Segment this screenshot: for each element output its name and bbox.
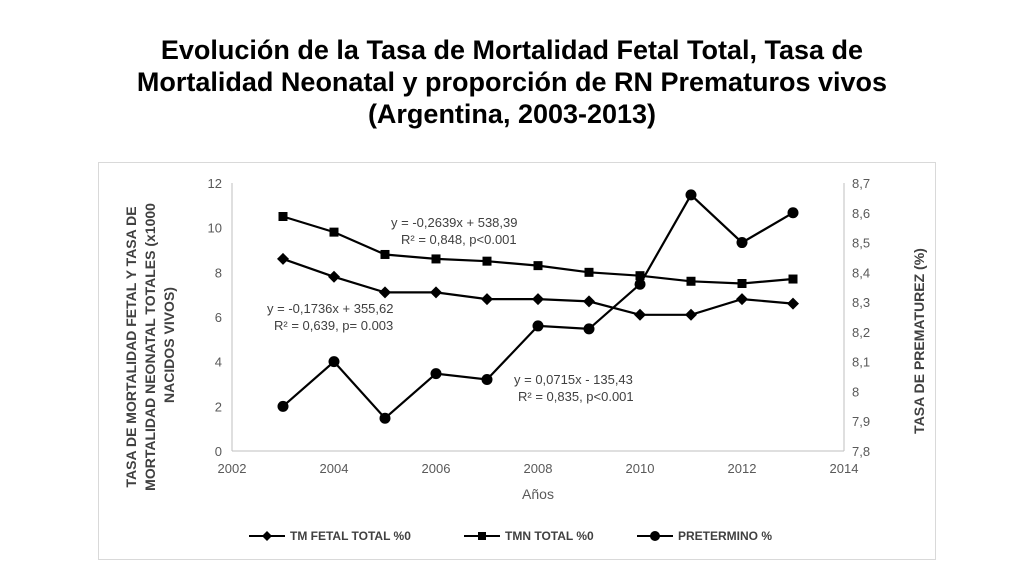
- left-tick-label: 10: [208, 221, 222, 236]
- data-point-square: [686, 276, 696, 286]
- data-point-square: [482, 256, 492, 266]
- legend-label-pretermino: PRETERMINO %: [678, 529, 772, 543]
- right-tick-label: 7,9: [852, 414, 870, 429]
- legend-item-pretermino: PRETERMINO %: [637, 529, 772, 543]
- trend-annotation-fetal: y = -0,1736x + 355,62 R² = 0,639, p= 0.0…: [267, 301, 397, 333]
- data-point-square: [584, 267, 594, 277]
- left-tick-labels: 0 2 4 6 8 10 12: [208, 176, 222, 459]
- right-tick-label: 8,5: [852, 236, 870, 251]
- left-tick-label: 6: [215, 310, 222, 325]
- right-tick-labels: 7,8 7,9 8 8,1 8,2 8,3 8,4 8,5 8,6 8,7: [852, 176, 870, 459]
- right-axis-title: TASA DE PREMATUREZ (%): [911, 248, 927, 434]
- left-tick-label: 12: [208, 176, 222, 191]
- trend-annotation-fetal-r2: R² = 0,639, p= 0.003: [274, 318, 393, 333]
- data-point-diamond: [685, 308, 697, 321]
- trend-annotation-pretermino: y = 0,0715x - 135,43 R² = 0,835, p<0.001: [514, 372, 637, 404]
- trend-annotation-tmn: y = -0,2639x + 538,39 R² = 0,848, p<0.00…: [391, 215, 521, 247]
- series-layer: [277, 189, 799, 424]
- title-line-1: Evolución de la Tasa de Mortalidad Fetal…: [160, 35, 864, 65]
- legend-item-tmn: TMN TOTAL %0: [464, 529, 594, 543]
- data-point-circle: [328, 356, 340, 368]
- right-tick-label: 8: [852, 384, 859, 399]
- title-line-3: (Argentina, 2003-2013): [367, 99, 657, 129]
- left-axis-title: TASA DE MORTALIDAD FETAL Y TASA DE MORTA…: [123, 199, 177, 491]
- series-3: [277, 189, 799, 424]
- right-tick-label: 8,4: [852, 265, 870, 280]
- right-tick-label: 7,8: [852, 444, 870, 459]
- chart-svg: 0 2 4 6 8 10 12 7,8 7,9 8 8,1 8,2 8,3 8,4 8,5 8,6 8,7 2…: [123, 176, 927, 543]
- data-point-square: [635, 271, 645, 281]
- data-point-circle: [634, 278, 646, 290]
- data-point-diamond: [328, 270, 340, 283]
- left-tick-label: 4: [215, 355, 222, 370]
- left-tick-label: 2: [215, 399, 222, 414]
- data-point-square: [431, 254, 441, 264]
- right-tick-label: 8,7: [852, 176, 870, 191]
- right-tick-label: 8,6: [852, 206, 870, 221]
- data-point-circle: [736, 237, 748, 249]
- left-tick-label: 8: [215, 265, 222, 280]
- legend-marker-square: [478, 532, 486, 540]
- trend-annotation-pretermino-r2: R² = 0,835, p<0.001: [518, 389, 634, 404]
- x-tick-labels: 2002 2004 2006 2008 2010 2012 2014: [218, 461, 859, 476]
- data-point-circle: [685, 189, 697, 201]
- data-point-diamond: [736, 293, 748, 306]
- legend-item-fetal: TM FETAL TOTAL %0: [249, 529, 411, 543]
- x-tick-label: 2008: [524, 461, 553, 476]
- data-point-diamond: [379, 286, 391, 299]
- data-point-square: [737, 279, 747, 288]
- data-point-diamond: [532, 293, 544, 306]
- series-line: [282, 215, 794, 285]
- data-point-circle: [430, 368, 442, 380]
- legend-label-fetal: TM FETAL TOTAL %0: [290, 529, 411, 543]
- x-tick-label: 2006: [422, 461, 451, 476]
- left-axis-title-line-1: TASA DE MORTALIDAD FETAL Y TASA DE: [123, 206, 139, 487]
- data-point-circle: [379, 412, 391, 424]
- right-tick-label: 8,3: [852, 295, 870, 310]
- left-axis-title-line-2: MORTALIDAD NEONATAL TOTALES (x1000: [142, 203, 158, 491]
- x-tick-label: 2002: [218, 461, 247, 476]
- series-2: [278, 212, 798, 288]
- x-tick-label: 2010: [626, 461, 655, 476]
- title-line-2: Mortalidad Neonatal y proporción de RN P…: [136, 67, 888, 97]
- data-point-circle: [277, 400, 289, 412]
- legend-label-tmn: TMN TOTAL %0: [505, 529, 594, 543]
- data-point-diamond: [277, 252, 289, 265]
- legend-marker-diamond: [262, 531, 272, 541]
- data-point-circle: [481, 374, 493, 386]
- data-point-square: [380, 249, 390, 259]
- left-axis-title-line-3: NACIDOS VIVOS): [161, 287, 177, 403]
- x-tick-label: 2014: [830, 461, 859, 476]
- right-tick-label: 8,2: [852, 325, 870, 340]
- data-point-square: [533, 261, 543, 271]
- x-axis-title: Años: [522, 486, 554, 502]
- x-tick-label: 2012: [728, 461, 757, 476]
- data-point-square: [788, 274, 798, 284]
- data-point-square: [329, 227, 339, 237]
- trend-annotation-fetal-eq: y = -0,1736x + 355,62: [267, 301, 393, 316]
- trend-annotation-tmn-r2: R² = 0,848, p<0.001: [401, 232, 517, 247]
- left-tick-label: 0: [215, 444, 222, 459]
- data-point-diamond: [787, 297, 799, 310]
- data-point-diamond: [430, 286, 442, 299]
- slide-title: Evolución de la Tasa de Mortalidad Fetal…: [40, 34, 984, 130]
- data-point-circle: [583, 323, 595, 335]
- right-tick-label: 8,1: [852, 355, 870, 370]
- data-point-circle: [787, 207, 799, 219]
- legend: TM FETAL TOTAL %0 TMN TOTAL %0 PRETERMIN…: [249, 529, 772, 543]
- trend-annotation-tmn-eq: y = -0,2639x + 538,39: [391, 215, 517, 230]
- data-point-circle: [532, 320, 544, 332]
- trend-annotation-pretermino-eq: y = 0,0715x - 135,43: [514, 372, 633, 387]
- data-point-diamond: [634, 308, 646, 321]
- data-point-diamond: [583, 295, 595, 308]
- data-point-square: [278, 212, 288, 221]
- legend-marker-circle: [650, 531, 660, 541]
- series-1: [277, 252, 799, 321]
- chart-frame: 0 2 4 6 8 10 12 7,8 7,9 8 8,1 8,2 8,3 8,4 8,5 8,6 8,7 2…: [98, 162, 936, 560]
- data-point-diamond: [481, 293, 493, 306]
- x-tick-label: 2004: [320, 461, 349, 476]
